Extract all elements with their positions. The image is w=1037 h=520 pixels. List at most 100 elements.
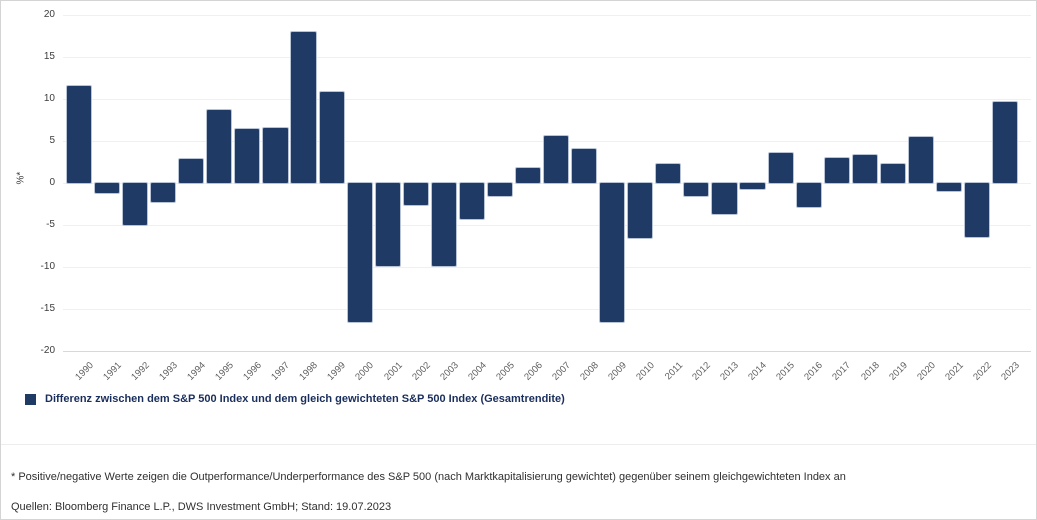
bar-1992 [123, 183, 148, 225]
bar-slot [991, 15, 1019, 351]
bar-slot [542, 15, 570, 351]
x-tick-label: 2005 [493, 360, 517, 383]
gridline [63, 225, 1031, 226]
footnote-text: * Positive/negative Werte zeigen die Out… [11, 471, 846, 483]
bar-slot [346, 15, 374, 351]
bar-2016 [796, 183, 821, 207]
bar-1991 [95, 183, 120, 194]
bar-slot [879, 15, 907, 351]
bar-slot [149, 15, 177, 351]
bar-slot [795, 15, 823, 351]
bar-series [65, 15, 1019, 351]
bar-2015 [768, 152, 793, 183]
x-tick-label: 2010 [634, 360, 657, 383]
bar-slot [458, 15, 486, 351]
plot-area [63, 15, 1031, 352]
bar-slot [682, 15, 710, 351]
x-tick-label: 2019 [886, 360, 910, 383]
y-tick-label: -20 [40, 345, 55, 356]
bar-slot [486, 15, 514, 351]
bar-2009 [600, 183, 625, 323]
x-tick-label: 1996 [241, 360, 265, 383]
bar-slot [318, 15, 346, 351]
legend: Differenz zwischen dem S&P 500 Index und… [25, 393, 565, 405]
gridline [63, 15, 1031, 16]
x-tick-label: 2006 [522, 360, 545, 383]
bar-1990 [66, 86, 92, 183]
bar-2004 [459, 183, 484, 220]
gridline [63, 309, 1031, 310]
x-tick-label: 1994 [185, 360, 209, 383]
bar-2018 [852, 155, 877, 183]
bar-slot [65, 15, 93, 351]
x-tick-label: 2001 [381, 360, 405, 383]
bar-2010 [628, 183, 653, 239]
bar-slot [514, 15, 542, 351]
bar-slot [710, 15, 738, 351]
bar-2012 [684, 183, 709, 196]
gridline [63, 99, 1031, 100]
gridline [63, 183, 1031, 184]
x-tick-label: 1998 [297, 360, 321, 383]
bar-2019 [880, 163, 905, 183]
x-tick-label: 1997 [269, 360, 293, 383]
bar-slot [290, 15, 318, 351]
bar-1993 [151, 183, 176, 203]
gridline [63, 57, 1031, 58]
bar-2005 [487, 183, 513, 196]
bar-slot [177, 15, 205, 351]
x-tick-label: 2018 [858, 360, 882, 383]
bar-1997 [263, 127, 288, 183]
y-tick-label: 20 [43, 9, 55, 20]
bar-slot [205, 15, 233, 351]
x-tick-label: 1991 [101, 360, 124, 383]
bar-2023 [993, 101, 1018, 183]
bar-slot [626, 15, 654, 351]
bar-1999 [319, 92, 344, 183]
bar-slot [963, 15, 991, 351]
bar-2003 [431, 183, 456, 267]
x-tick-label: 2017 [830, 360, 854, 383]
bar-1996 [235, 129, 260, 183]
bar-2021 [936, 183, 962, 192]
y-tick-label: 10 [43, 93, 55, 104]
bar-2001 [375, 183, 400, 267]
bar-slot [261, 15, 289, 351]
bar-2002 [403, 183, 428, 205]
bar-slot [851, 15, 879, 351]
bar-2011 [656, 163, 681, 183]
x-tick-label: 2004 [465, 360, 489, 383]
x-tick-label: 2014 [746, 360, 770, 383]
y-axis: 20 15 10 5 0 -5 -10 -15 -20 [1, 1, 55, 381]
x-tick-label: 2011 [662, 360, 686, 383]
x-tick-label: 2009 [606, 360, 629, 383]
bar-2020 [908, 136, 933, 183]
x-tick-label: 2013 [718, 360, 742, 383]
bar-slot [654, 15, 682, 351]
bar-slot [767, 15, 795, 351]
x-tick-label: 2000 [353, 360, 377, 383]
bar-1998 [291, 31, 316, 183]
bar-slot [823, 15, 851, 351]
x-tick-label: 2016 [802, 360, 826, 383]
bar-2013 [712, 183, 737, 215]
bar-2014 [740, 183, 765, 189]
gridline [63, 267, 1031, 268]
bar-slot [374, 15, 402, 351]
y-tick-label: 5 [49, 135, 55, 146]
y-tick-label: -10 [40, 261, 55, 272]
y-tick-label: -5 [46, 219, 55, 230]
x-tick-label: 2022 [970, 360, 994, 383]
legend-label: Differenz zwischen dem S&P 500 Index und… [45, 393, 565, 405]
x-tick-label: 2021 [942, 360, 966, 383]
bar-slot [402, 15, 430, 351]
bar-2022 [964, 183, 990, 237]
section-divider [1, 444, 1036, 445]
y-tick-label: 0 [49, 177, 55, 188]
x-tick-label: 1995 [213, 360, 237, 383]
bar-slot [935, 15, 963, 351]
x-tick-label: 2023 [999, 360, 1022, 383]
bar-2000 [347, 183, 372, 323]
x-tick-label: 2007 [550, 360, 573, 383]
bar-slot [570, 15, 598, 351]
